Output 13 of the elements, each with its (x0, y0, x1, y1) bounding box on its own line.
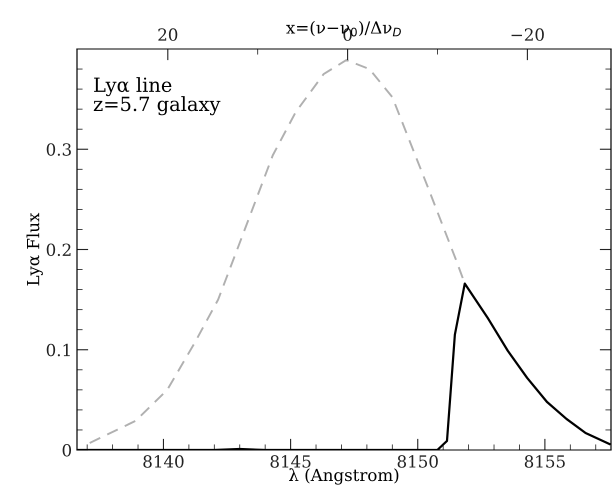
y-tick-label: 0.3 (46, 143, 71, 156)
y-tick-label: 0.2 (46, 243, 71, 256)
y-tick-label: 0.1 (46, 344, 70, 356)
x-tick-label: 8140 (143, 455, 184, 468)
x-tick-label: 8155 (524, 455, 565, 468)
x2-tick-label: −20 (512, 28, 544, 41)
x2-tick-label: 20 (158, 28, 178, 41)
x-tick-label: 8150 (398, 455, 438, 468)
x-tick-label: 8145 (270, 455, 311, 468)
annotation: Lyα line z=5.7 galaxy (94, 77, 220, 116)
y-tick-label: 0 (62, 444, 72, 457)
x-axis-title: λ (Angstrom) (289, 468, 398, 485)
y-axis-title: Lyα Flux (26, 212, 43, 286)
